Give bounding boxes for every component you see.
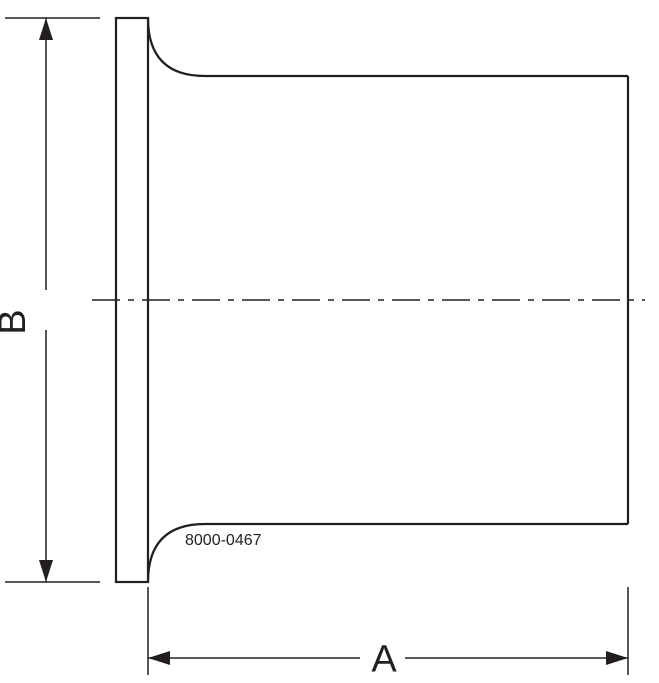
dim-a-arrow-right — [606, 651, 628, 665]
dim-a-arrow-left — [148, 651, 170, 665]
dim-a-label: A — [371, 638, 397, 680]
dim-b-arrow-bottom — [39, 560, 53, 582]
dim-b-label: B — [0, 309, 34, 334]
part-number: 8000-0467 — [185, 532, 262, 549]
dim-b-arrow-top — [39, 18, 53, 40]
